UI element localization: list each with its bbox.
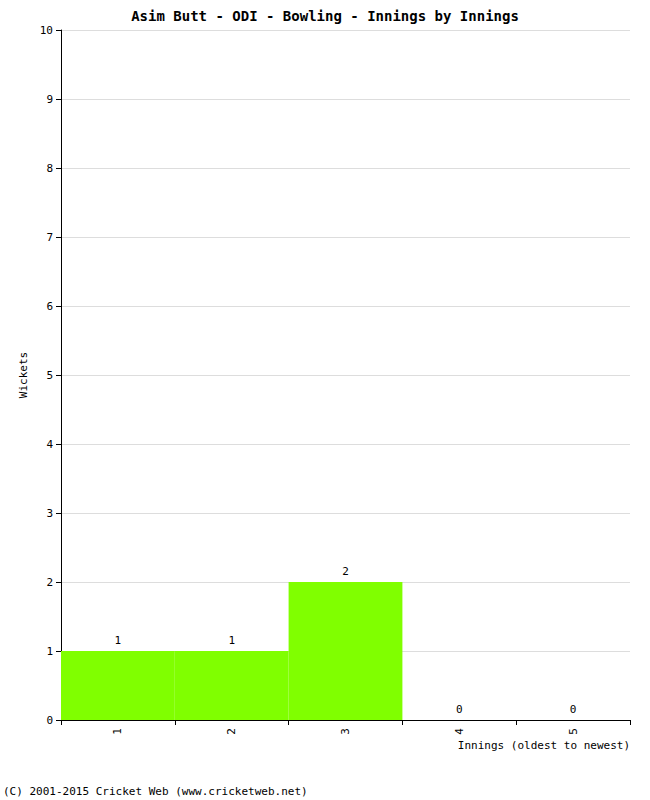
svg-text:Asim Butt - ODI - Bowling - In: Asim Butt - ODI - Bowling - Innings by I… xyxy=(131,8,519,24)
svg-text:(C) 2001-2015 Cricket Web (www: (C) 2001-2015 Cricket Web (www.cricketwe… xyxy=(3,785,308,798)
svg-text:0: 0 xyxy=(570,703,577,716)
svg-text:6: 6 xyxy=(46,300,53,313)
svg-text:1: 1 xyxy=(46,645,53,658)
svg-text:7: 7 xyxy=(46,231,53,244)
svg-text:Innings (oldest to newest): Innings (oldest to newest) xyxy=(458,739,630,752)
svg-text:3: 3 xyxy=(339,728,352,735)
svg-text:10: 10 xyxy=(40,24,53,37)
svg-text:0: 0 xyxy=(46,714,53,727)
svg-text:2: 2 xyxy=(46,576,53,589)
svg-text:1: 1 xyxy=(111,728,124,735)
svg-text:5: 5 xyxy=(46,369,53,382)
svg-text:4: 4 xyxy=(46,438,53,451)
svg-text:9: 9 xyxy=(46,93,53,106)
svg-text:2: 2 xyxy=(342,565,349,578)
svg-text:1: 1 xyxy=(115,634,122,647)
svg-text:4: 4 xyxy=(453,728,466,735)
svg-text:8: 8 xyxy=(46,162,53,175)
svg-text:2: 2 xyxy=(225,728,238,735)
svg-text:Wickets: Wickets xyxy=(17,352,30,398)
svg-text:0: 0 xyxy=(456,703,463,716)
svg-text:3: 3 xyxy=(46,507,53,520)
svg-text:5: 5 xyxy=(567,728,580,735)
svg-text:1: 1 xyxy=(228,634,235,647)
